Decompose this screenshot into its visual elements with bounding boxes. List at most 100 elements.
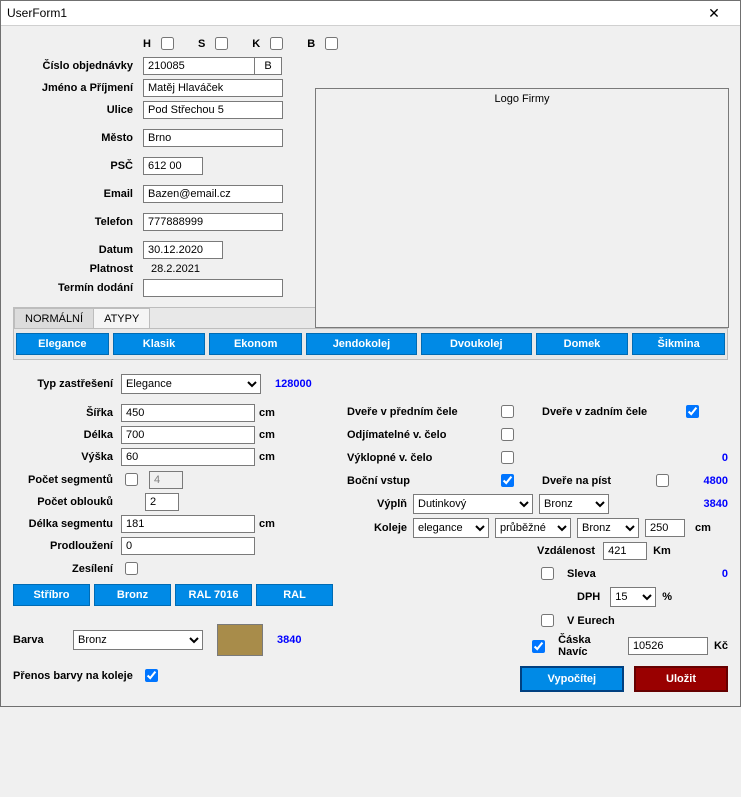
label-pseg: Počet segmentů bbox=[13, 474, 121, 486]
input-telefon[interactable] bbox=[143, 213, 283, 231]
label-psc: PSČ bbox=[13, 160, 143, 172]
label-barva: Barva bbox=[13, 634, 73, 646]
unit-delka: cm bbox=[259, 429, 275, 441]
label-vyklop: Výklopné v. čelo bbox=[347, 452, 497, 464]
label-dvere-zad: Dveře v zadním čele bbox=[542, 406, 682, 418]
btn-vypocitej[interactable]: Vypočítej bbox=[520, 666, 625, 692]
label-vypln: Výplň bbox=[347, 498, 413, 510]
input-jmeno[interactable] bbox=[143, 79, 283, 97]
input-ulice[interactable] bbox=[143, 101, 283, 119]
select-vypln2[interactable]: Bronz bbox=[539, 494, 609, 514]
unit-sirka: cm bbox=[259, 407, 275, 419]
input-email[interactable] bbox=[143, 185, 283, 203]
check-sleva[interactable] bbox=[541, 567, 554, 580]
price-pist: 4800 bbox=[704, 475, 728, 487]
label-platnost: Platnost bbox=[13, 263, 143, 275]
check-bocni[interactable] bbox=[501, 474, 514, 487]
input-termin[interactable] bbox=[143, 279, 283, 297]
hskb-check-b[interactable] bbox=[325, 37, 338, 50]
hskb-label-k: K bbox=[252, 38, 260, 50]
btn-ral7016[interactable]: RAL 7016 bbox=[175, 584, 252, 606]
btn-bronz[interactable]: Bronz bbox=[94, 584, 171, 606]
btn-ulozit[interactable]: Uložit bbox=[634, 666, 728, 692]
btn-klasik[interactable]: Klasik bbox=[113, 333, 206, 355]
input-datum[interactable] bbox=[143, 241, 223, 259]
price-typ: 128000 bbox=[275, 378, 312, 390]
select-koleje3[interactable]: Bronz bbox=[577, 518, 639, 538]
btn-ekonom[interactable]: Ekonom bbox=[209, 333, 302, 355]
select-barva[interactable]: Bronz bbox=[73, 630, 203, 650]
check-zes[interactable] bbox=[125, 562, 138, 575]
label-pobl: Počet oblouků bbox=[13, 496, 121, 508]
btn-elegance[interactable]: Elegance bbox=[16, 333, 109, 355]
btn-jednokolej[interactable]: Jendokolej bbox=[306, 333, 417, 355]
label-zes: Zesílení bbox=[13, 563, 121, 575]
select-koleje1[interactable]: elegance bbox=[413, 518, 489, 538]
check-vyklop[interactable] bbox=[501, 451, 514, 464]
select-koleje2[interactable]: průběžné bbox=[495, 518, 571, 538]
input-delka[interactable] bbox=[121, 426, 255, 444]
label-eur: V Eurech bbox=[567, 615, 615, 627]
price-vzd: 0 bbox=[722, 568, 728, 580]
check-pist[interactable] bbox=[656, 474, 669, 487]
input-pobl[interactable] bbox=[145, 493, 179, 511]
input-koleje-len[interactable] bbox=[645, 519, 685, 537]
input-vzd[interactable] bbox=[603, 542, 647, 560]
hskb-check-h[interactable] bbox=[161, 37, 174, 50]
check-prenos[interactable] bbox=[145, 669, 158, 682]
type-button-row: Elegance Klasik Ekonom Jendokolej Dvouko… bbox=[13, 328, 728, 360]
tab-normalni[interactable]: NORMÁLNÍ bbox=[14, 308, 94, 328]
input-dseg[interactable] bbox=[121, 515, 255, 533]
price-barva: 3840 bbox=[277, 634, 301, 646]
label-vyska: Výška bbox=[13, 451, 121, 463]
input-vyska[interactable] bbox=[121, 448, 255, 466]
value-platnost: 28.2.2021 bbox=[143, 263, 200, 275]
label-dseg: Délka segmentu bbox=[13, 518, 121, 530]
input-psc[interactable] bbox=[143, 157, 203, 175]
btn-ral[interactable]: RAL bbox=[256, 584, 333, 606]
input-prod[interactable] bbox=[121, 537, 255, 555]
label-datum: Datum bbox=[13, 244, 143, 256]
hskb-label-b: B bbox=[307, 38, 315, 50]
input-pseg bbox=[149, 471, 183, 489]
unit-kc: Kč bbox=[714, 640, 728, 652]
label-vzd: Vzdálenost bbox=[537, 545, 595, 557]
label-objednavka: Číslo objednávky bbox=[13, 60, 143, 72]
close-icon[interactable]: ✕ bbox=[694, 3, 734, 23]
input-mesto[interactable] bbox=[143, 129, 283, 147]
window-title: UserForm1 bbox=[7, 6, 67, 20]
hskb-check-k[interactable] bbox=[270, 37, 283, 50]
check-navic[interactable] bbox=[532, 640, 545, 653]
btn-dvoukolej[interactable]: Dvoukolej bbox=[421, 333, 532, 355]
unit-pct: % bbox=[662, 591, 672, 603]
input-sirka[interactable] bbox=[121, 404, 255, 422]
label-pist: Dveře na píst bbox=[542, 475, 652, 487]
unit-vyska: cm bbox=[259, 451, 275, 463]
label-navic: Čáska Navíc bbox=[558, 634, 620, 658]
btn-sikmina[interactable]: Šikmina bbox=[632, 333, 725, 355]
color-swatch bbox=[217, 624, 263, 656]
check-dvere-zad[interactable] bbox=[686, 405, 699, 418]
logo-label: Logo Firmy bbox=[316, 93, 728, 105]
check-dvere-pred[interactable] bbox=[501, 405, 514, 418]
label-prenos: Přenos barvy na koleje bbox=[13, 670, 133, 682]
tab-atypy[interactable]: ATYPY bbox=[93, 308, 150, 328]
btn-stribro[interactable]: Stříbro bbox=[13, 584, 90, 606]
btn-domek[interactable]: Domek bbox=[536, 333, 629, 355]
check-pseg[interactable] bbox=[125, 473, 138, 486]
price-vyklop: 0 bbox=[722, 452, 728, 464]
label-sirka: Šířka bbox=[13, 407, 121, 419]
unit-km: Km bbox=[653, 545, 671, 557]
hskb-check-s[interactable] bbox=[215, 37, 228, 50]
select-vypln1[interactable]: Dutinkový bbox=[413, 494, 533, 514]
logo-frame: Logo Firmy bbox=[315, 88, 729, 328]
hskb-label-s: S bbox=[198, 38, 205, 50]
label-mesto: Město bbox=[13, 132, 143, 144]
check-odjim[interactable] bbox=[501, 428, 514, 441]
input-objednavka[interactable] bbox=[143, 57, 255, 75]
select-typ[interactable]: Elegance bbox=[121, 374, 261, 394]
input-objednavka-suffix[interactable] bbox=[254, 57, 282, 75]
input-navic[interactable] bbox=[628, 637, 708, 655]
select-dph[interactable]: 15 bbox=[610, 587, 656, 607]
check-eur[interactable] bbox=[541, 614, 554, 627]
